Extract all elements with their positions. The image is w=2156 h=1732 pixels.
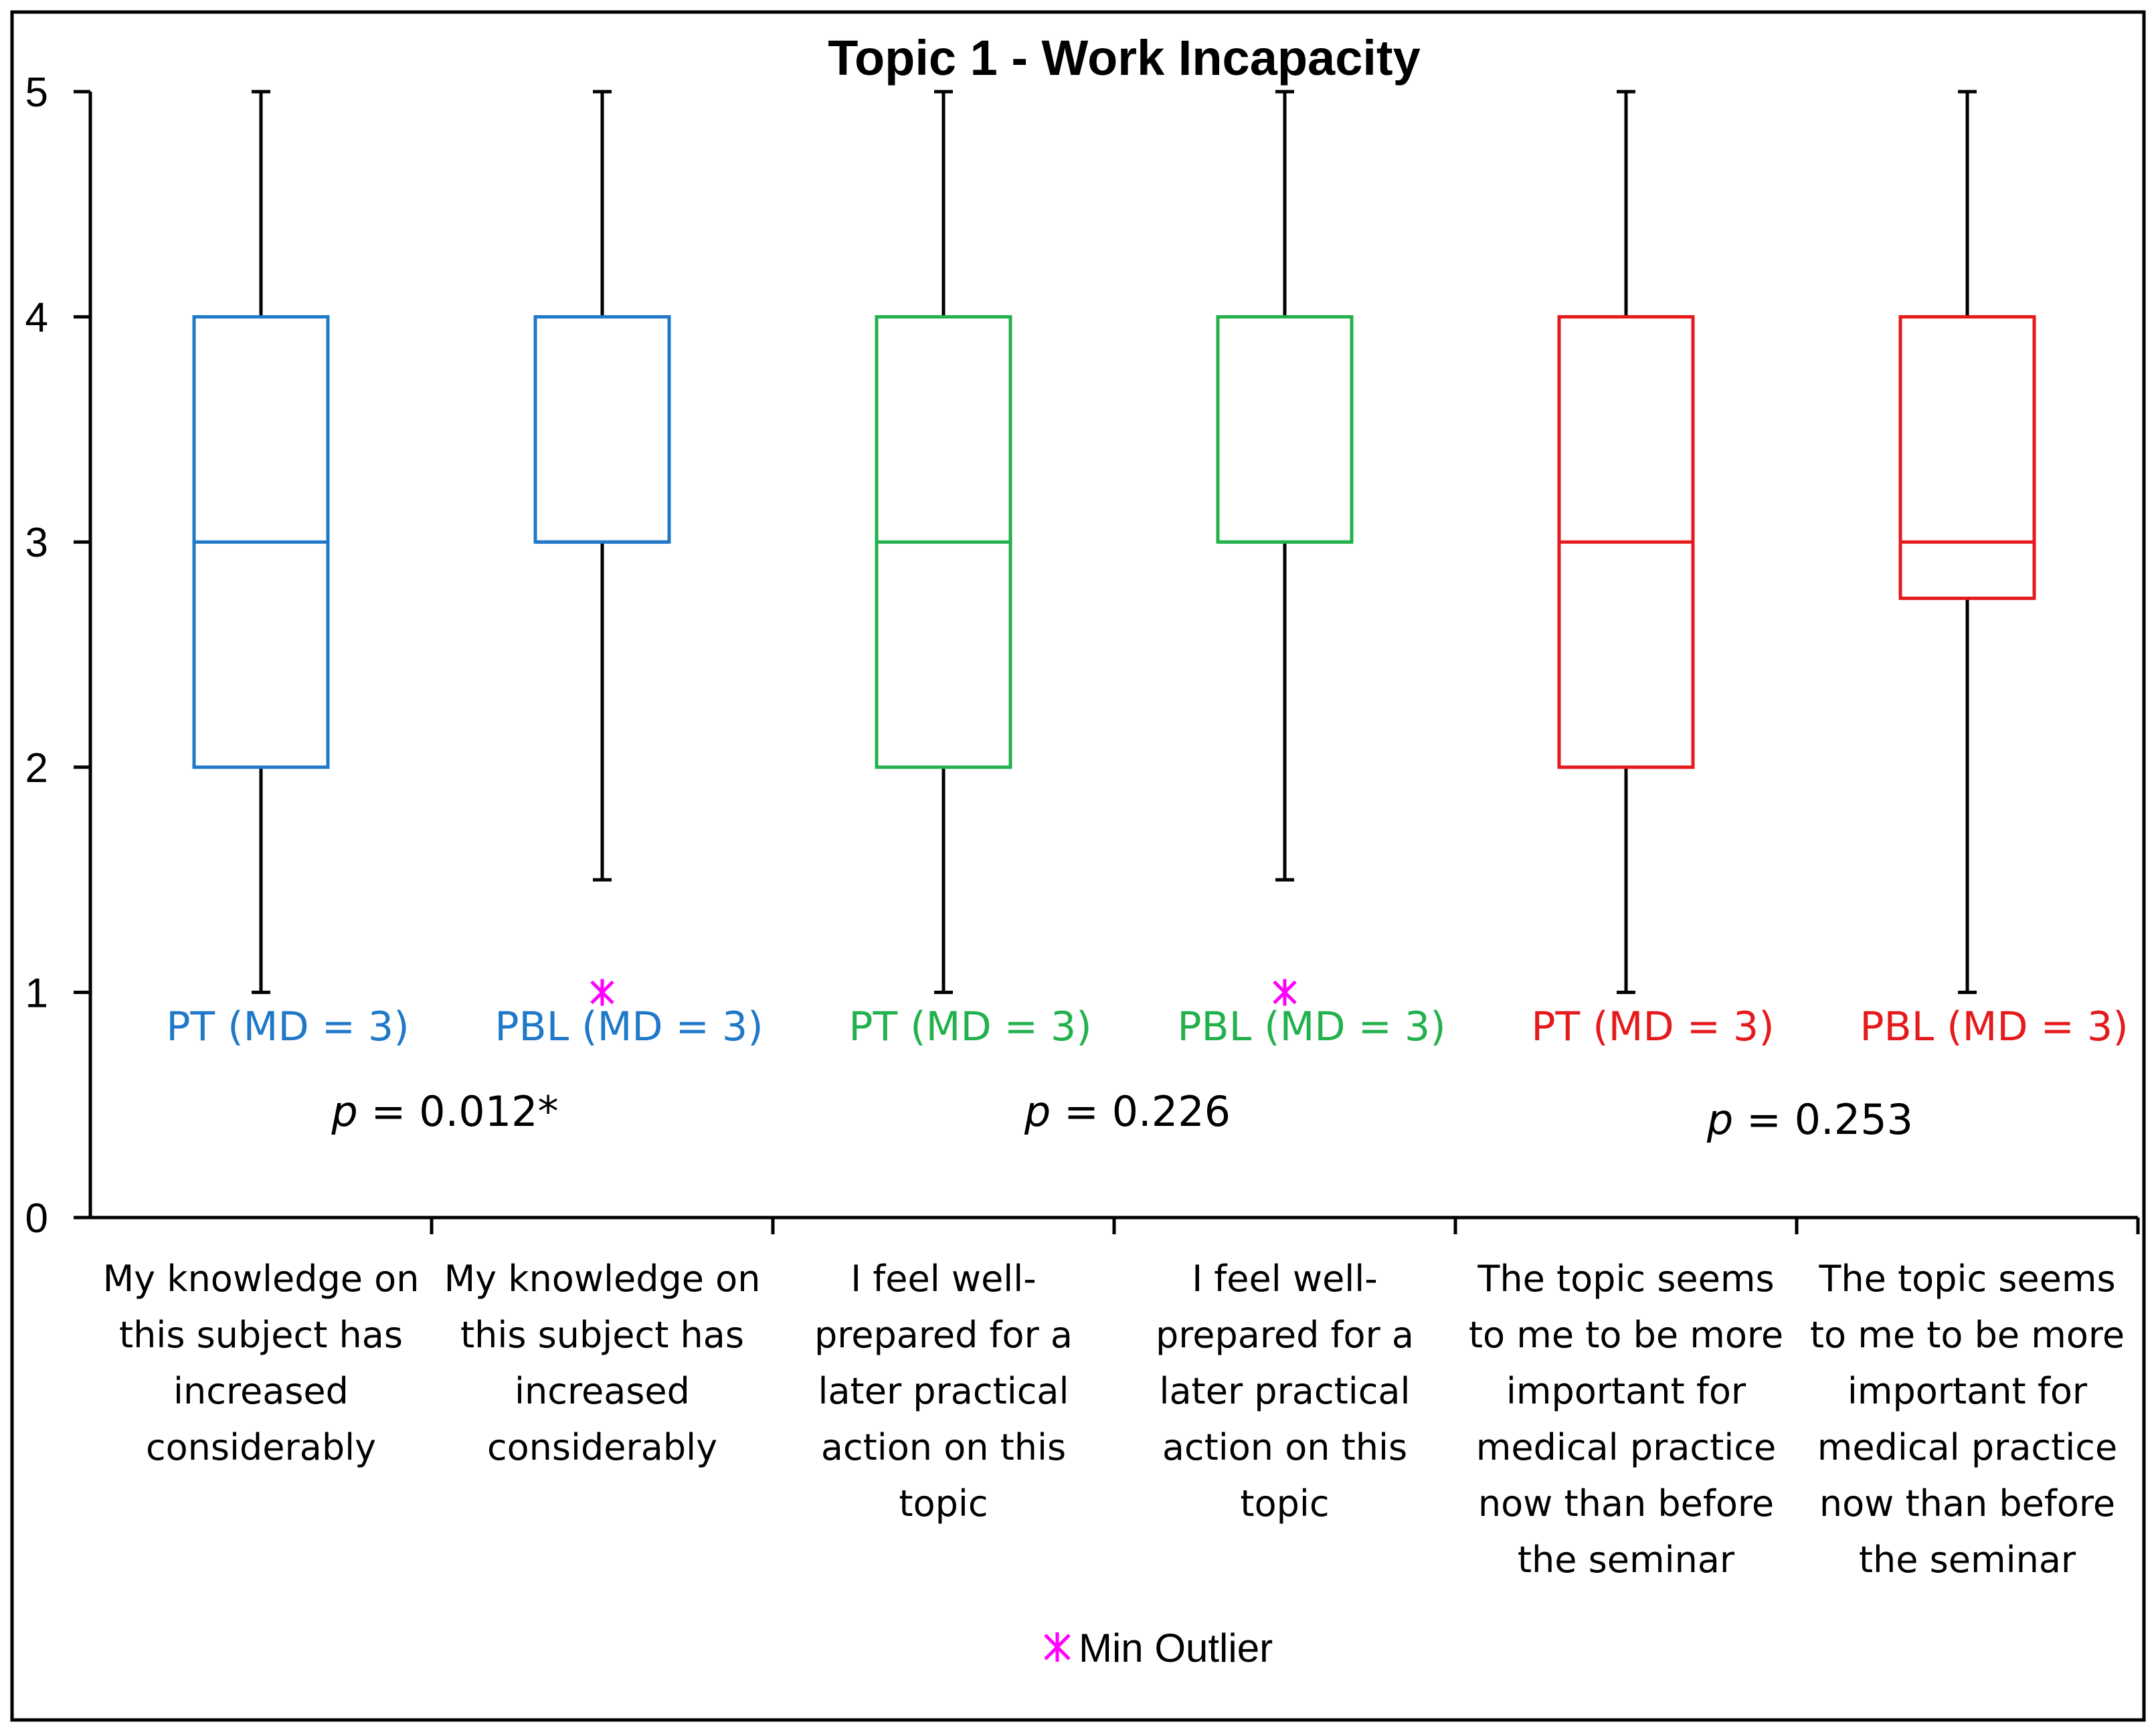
x-category-label-line: I feel well- [1192, 1258, 1378, 1300]
outlier-marker [590, 979, 614, 1006]
y-tick-label: 5 [25, 70, 48, 116]
labels: PT (MD = 3) PBL (MD = 3) PT (MD = 3) PBL (M… [103, 1003, 2129, 1581]
outlier-marker [1273, 979, 1297, 1006]
x-category-label-line: topic [899, 1482, 988, 1525]
p-value-label: p = 0.012* [331, 1087, 558, 1136]
box-iqr [1216, 315, 1354, 544]
legend-label: Min Outlier [1079, 1626, 1273, 1670]
x-category-label: The topic seems to me to be more important… [1810, 1258, 2125, 1581]
x-category-label-line: now than before [1819, 1482, 2115, 1525]
p-value-number: = 0.226 [1051, 1087, 1231, 1136]
x-category-label-line: the seminar [1518, 1539, 1735, 1581]
x-category-label-line: The topic seems [1818, 1258, 2115, 1300]
x-category-label-line: this subject has [460, 1314, 744, 1356]
x-category-label-line: this subject has [119, 1314, 403, 1356]
y-tick-label: 4 [25, 295, 48, 341]
box-1 [192, 90, 330, 994]
x-category-label: I feel well-prepared for a later practica… [1156, 1258, 1414, 1525]
x-category-label-line: prepared for a [814, 1314, 1073, 1356]
x-category-label-line: medical practice [1476, 1426, 1776, 1468]
x-category-label-line: the seminar [1859, 1539, 2076, 1581]
x-category-label-line: to me to be more [1469, 1314, 1783, 1356]
p-value-label: p = 0.226 [1024, 1087, 1231, 1136]
box-3 [875, 90, 1012, 994]
boxes [192, 90, 2036, 1006]
x-category-label-line: action on this [821, 1426, 1066, 1468]
x-category-label: My knowledge on this subject has increased… [444, 1258, 761, 1468]
x-category-label-line: My knowledge on [444, 1258, 761, 1300]
p-value-number: = 0.012* [358, 1087, 559, 1136]
group-label: PBL (MD = 3) [495, 1003, 763, 1050]
x-category-label-line: topic [1240, 1482, 1329, 1525]
group-label: PBL (MD = 3) [1177, 1003, 1445, 1050]
x-category-label-line: considerably [487, 1426, 717, 1468]
box-iqr [1898, 315, 2036, 600]
p-value-symbol: p [1706, 1095, 1733, 1144]
box-2 [533, 90, 671, 1006]
p-value-number: = 0.253 [1733, 1095, 1913, 1144]
x-category-label-line: later practical [818, 1370, 1069, 1412]
x-category-label-line: important for [1506, 1370, 1746, 1412]
x-category-label-line: considerably [146, 1426, 376, 1468]
x-category-label-line: to me to be more [1810, 1314, 2125, 1356]
y-tick-label: 0 [25, 1195, 48, 1242]
x-category-label-line: increased [173, 1370, 349, 1412]
p-value-symbol: p [331, 1087, 357, 1136]
x-category-label-line: prepared for a [1156, 1314, 1414, 1356]
y-tick-label: 3 [25, 520, 48, 566]
box-iqr [533, 315, 671, 544]
box-5 [1557, 90, 1695, 994]
p-value-symbol: p [1024, 1087, 1051, 1136]
x-category-label-line: important for [1848, 1370, 2088, 1412]
x-category-label: The topic seems to me to be more important… [1469, 1258, 1783, 1581]
x-category-label-line: later practical [1159, 1370, 1410, 1412]
axes: 0 1 2 3 4 5 [25, 70, 2140, 1242]
x-category-label: I feel well-prepared for a later practica… [814, 1258, 1073, 1525]
group-label: PT (MD = 3) [1531, 1003, 1774, 1050]
x-category-label-line: My knowledge on [103, 1258, 420, 1300]
legend: Min Outlier [1044, 1626, 1273, 1670]
y-tick-label: 2 [25, 745, 48, 791]
x-category-label-line: medical practice [1817, 1426, 2117, 1468]
legend-entry: Min Outlier [1044, 1626, 1273, 1670]
y-tick-label: 1 [25, 970, 48, 1016]
chart-title: Topic 1 - Work Incapacity [828, 30, 1420, 86]
group-label: PBL (MD = 3) [1860, 1003, 2128, 1050]
group-label: PT (MD = 3) [848, 1003, 1091, 1050]
p-value-label: p = 0.253 [1706, 1095, 1913, 1144]
x-category-label-line: The topic seems [1477, 1258, 1774, 1300]
x-category-label-line: action on this [1162, 1426, 1407, 1468]
x-category-label-line: increased [515, 1370, 690, 1412]
box-6 [1898, 90, 2036, 994]
chart-frame [10, 10, 2146, 1722]
group-label: PT (MD = 3) [166, 1003, 409, 1050]
x-category-label-line: now than before [1478, 1482, 1774, 1525]
x-category-label: My knowledge on this subject has increased… [103, 1258, 420, 1468]
box-4 [1216, 90, 1354, 1006]
x-category-label-line: I feel well- [850, 1258, 1037, 1300]
